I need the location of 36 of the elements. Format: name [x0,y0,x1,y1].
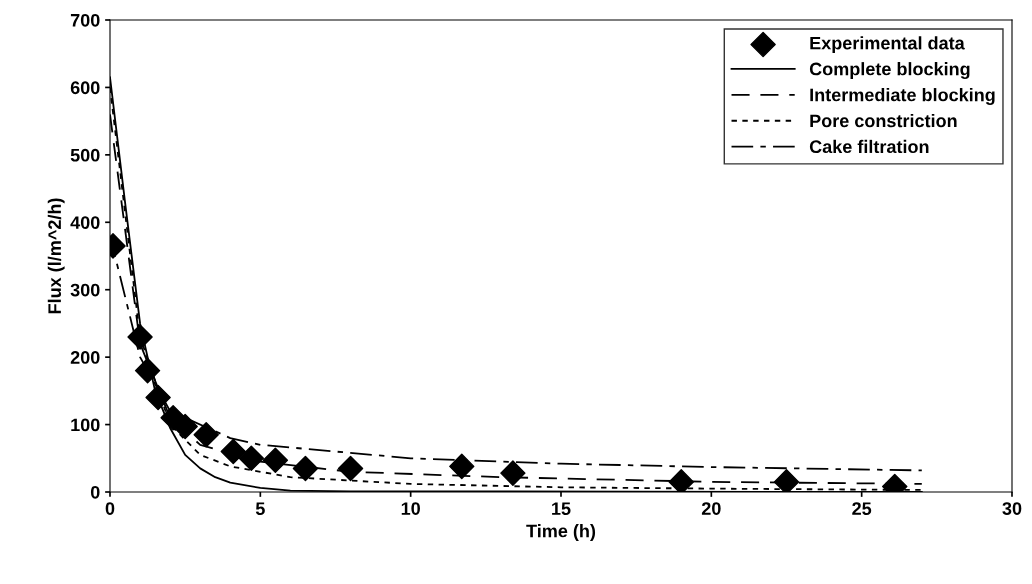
y-tick-label: 100 [71,418,100,432]
point [500,460,526,486]
point [337,455,364,482]
y-tick-label: 200 [70,351,100,364]
point [134,357,161,384]
point [172,413,198,440]
legend-label: Pore constriction [810,113,957,128]
y-tick-label: 400 [70,216,100,230]
x-axis-title: Time (h) [526,524,596,541]
x-tick-label: 0 [105,502,115,515]
y-tick-label: 0 [90,485,100,499]
y-tick-label: 500 [70,148,100,162]
point [220,438,246,465]
legend-label: Complete blocking [809,62,970,80]
y-tick-label: 300 [70,283,100,297]
point [449,453,475,480]
x-tick-label: 5 [255,502,265,515]
y-tick-label: 600 [70,81,100,95]
legend-label: Intermediate blocking [810,88,995,105]
x-tick-label: 25 [852,502,872,515]
point [145,384,171,411]
x-tick-label: 15 [552,502,571,515]
point [127,324,153,350]
y-tick-label: 700 [70,13,100,27]
point [262,447,289,474]
point [773,469,800,492]
x-tick-label: 20 [701,502,721,515]
point [238,445,265,472]
legend-label: Cake filtration [809,139,929,154]
x-tick-label: 10 [401,502,420,515]
point [292,455,319,482]
point [668,469,694,492]
point [193,421,219,448]
x-tick-label: 30 [1002,502,1022,516]
y-axis-title: Flux (l/m^2/h) [47,198,65,314]
legend-label: Experimental data [810,36,965,54]
